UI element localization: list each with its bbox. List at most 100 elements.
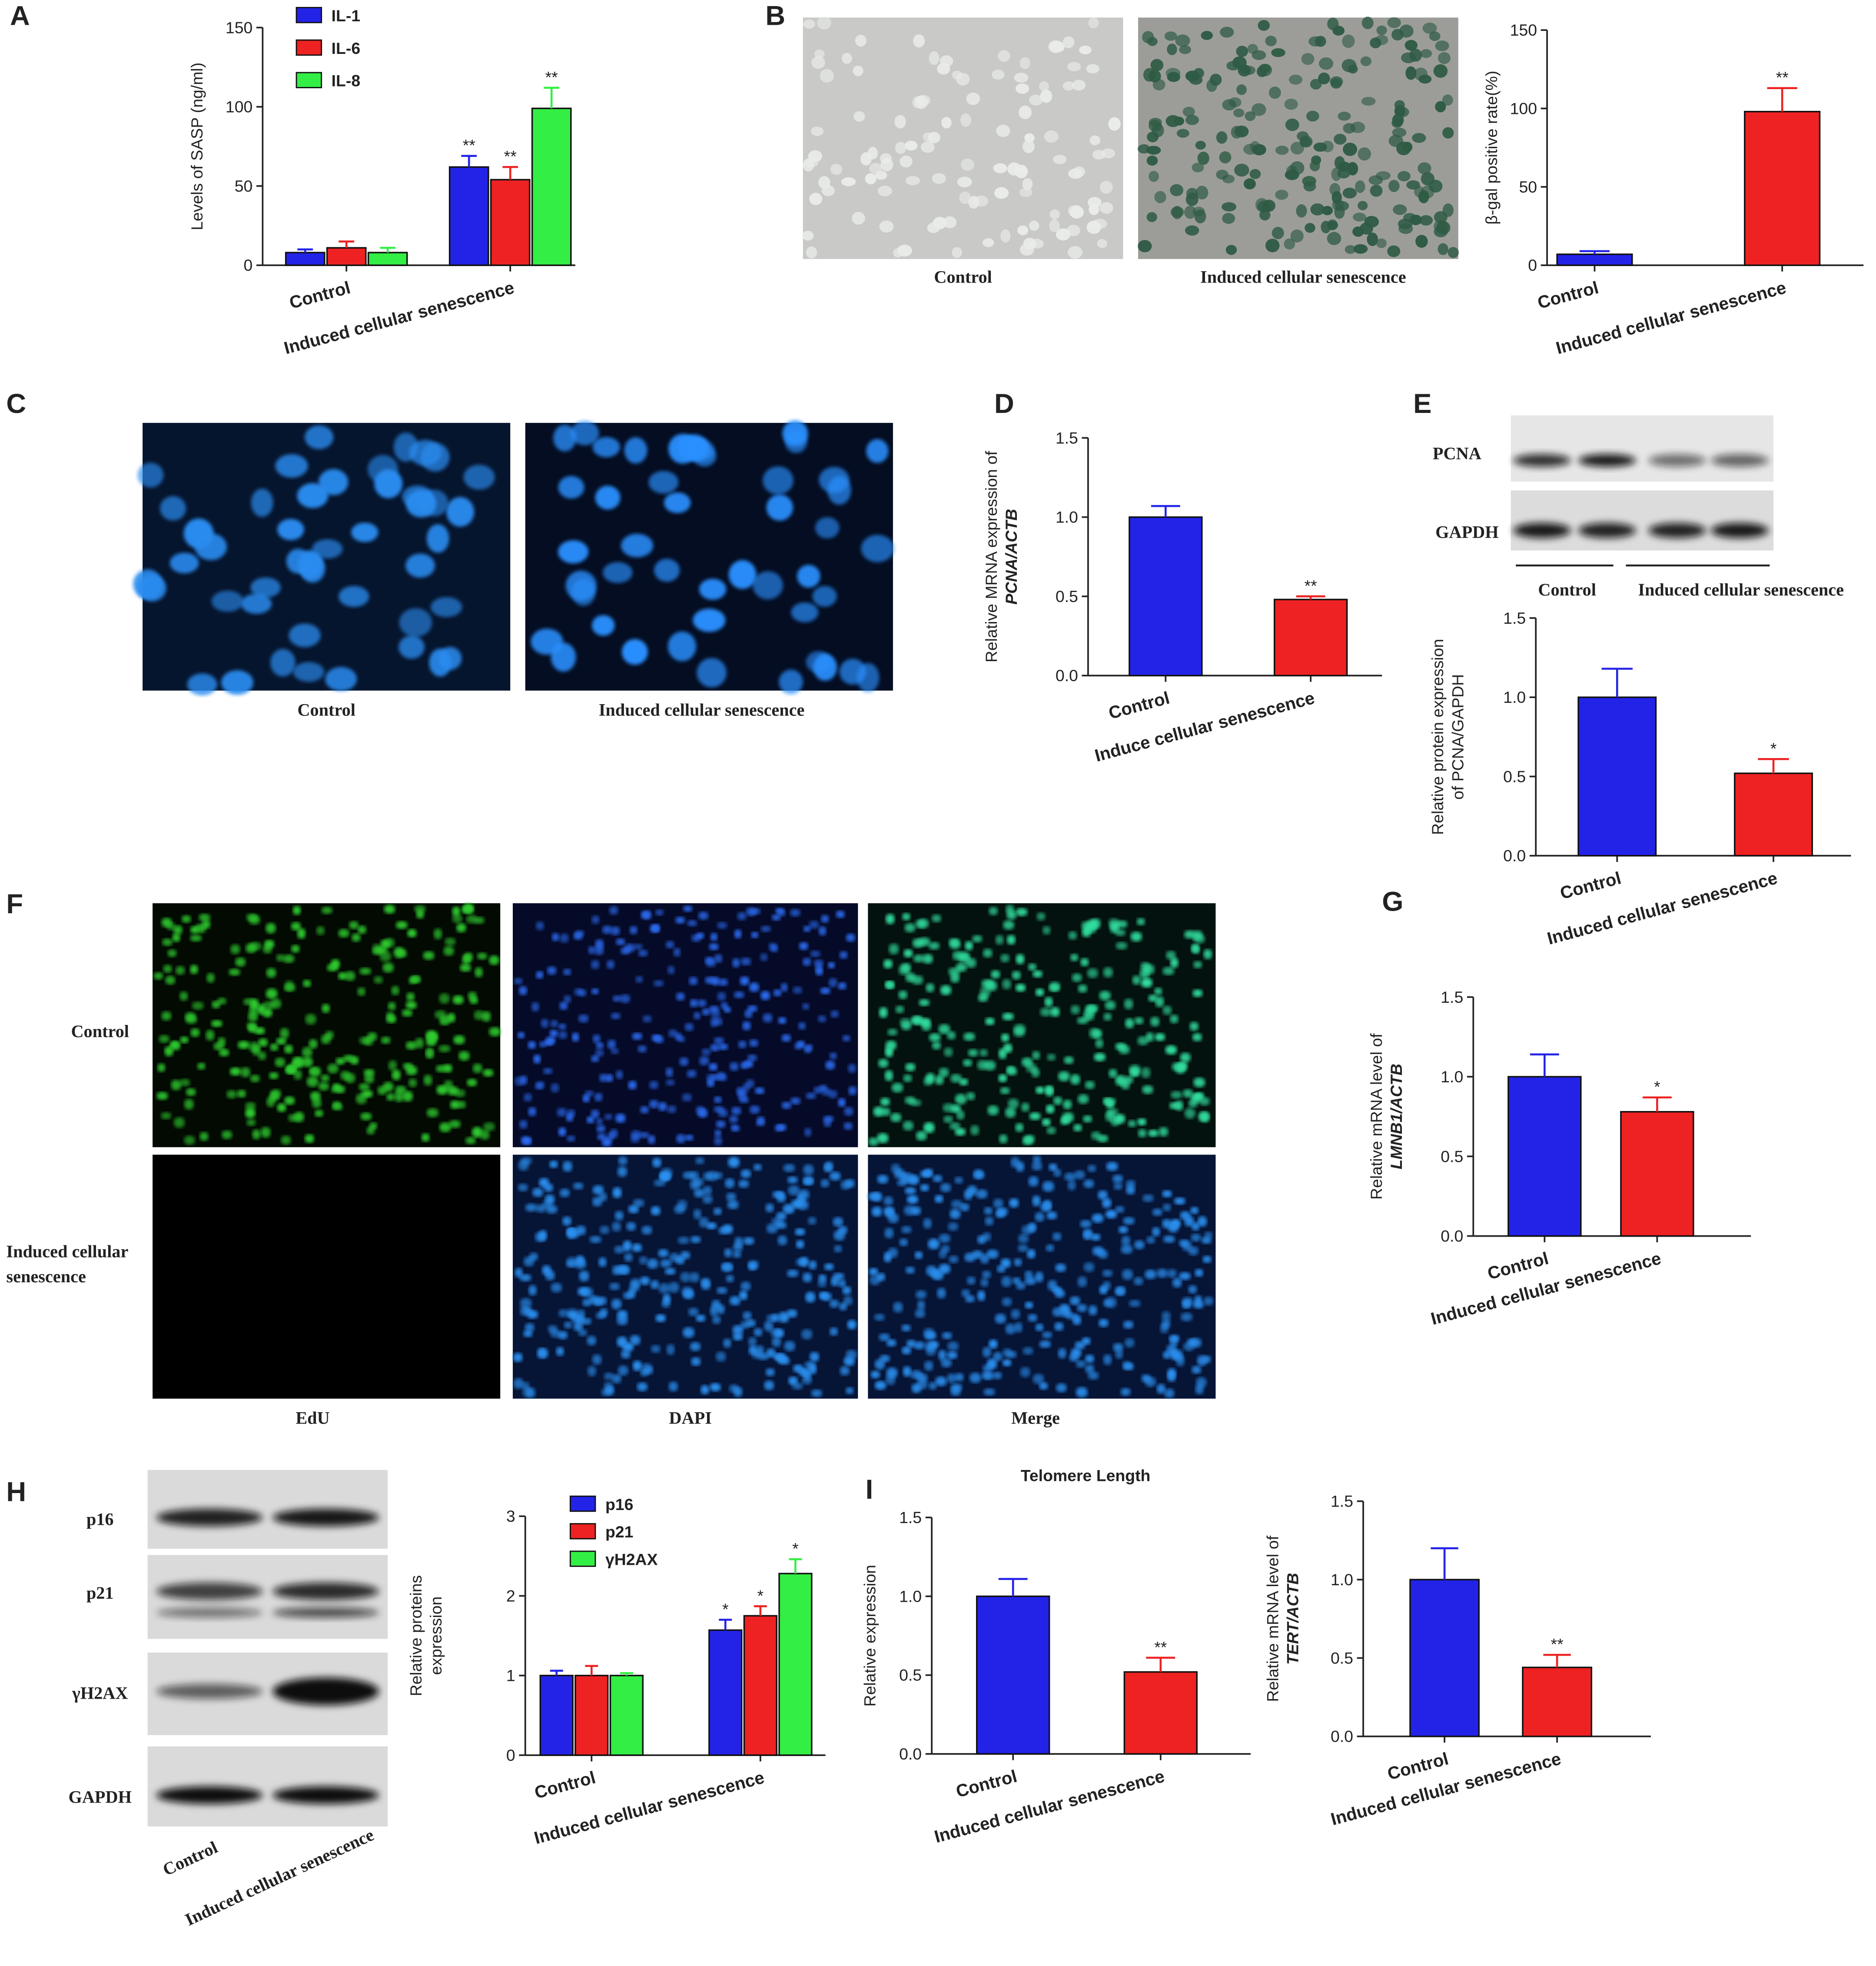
cell (1072, 973, 1082, 982)
cell (384, 905, 395, 914)
cell (1376, 238, 1387, 248)
cell (819, 467, 850, 493)
cell (1134, 1017, 1144, 1025)
cell (611, 1221, 621, 1232)
cell (1318, 72, 1330, 85)
cell (1190, 1207, 1199, 1214)
cell (955, 1094, 967, 1104)
cell (463, 465, 495, 490)
image-caption: Control (297, 700, 355, 719)
cell (649, 1081, 659, 1089)
cell (929, 1033, 941, 1042)
cell (1102, 1198, 1112, 1208)
cell (628, 1081, 637, 1090)
cell (641, 1225, 652, 1235)
cell (836, 910, 845, 918)
y-tick-label: 1.0 (1331, 1570, 1353, 1589)
cell (901, 1172, 913, 1184)
cell (566, 1228, 576, 1235)
cell (1032, 1195, 1041, 1207)
cell (1021, 1102, 1029, 1112)
cell (784, 1341, 796, 1351)
cell (1036, 1086, 1045, 1094)
cell (1039, 81, 1049, 92)
cell (733, 1333, 743, 1341)
cell (924, 1361, 933, 1371)
cell (1184, 206, 1196, 219)
error-bar (1146, 1657, 1175, 1672)
cell (195, 533, 227, 560)
cell (305, 1014, 317, 1025)
cell (899, 1238, 908, 1247)
cell (519, 1274, 531, 1282)
cell (402, 1009, 413, 1017)
cell (932, 1174, 943, 1182)
cell (1418, 190, 1429, 203)
cell (1296, 204, 1307, 218)
panel-letter: I (866, 1474, 873, 1505)
cell (229, 1067, 241, 1076)
cell (833, 1245, 842, 1253)
cell (349, 921, 359, 930)
cell (1003, 1043, 1013, 1053)
cell (890, 1113, 902, 1122)
cell (306, 1076, 319, 1087)
cell (1126, 1185, 1136, 1195)
significance: * (1770, 739, 1777, 758)
cell (322, 1004, 330, 1013)
cell (983, 1388, 995, 1396)
cell (731, 1107, 742, 1115)
cell (833, 1217, 843, 1227)
cell (1288, 74, 1303, 85)
cell (406, 490, 437, 518)
cell (801, 1329, 813, 1340)
cell (612, 995, 621, 1002)
cell (704, 957, 714, 964)
cell (1342, 34, 1355, 48)
cell (682, 1093, 692, 1102)
significance: ** (1551, 1635, 1564, 1653)
cell (664, 1267, 676, 1275)
cell (729, 1115, 738, 1123)
cell (392, 1069, 401, 1081)
cell (1358, 147, 1371, 161)
panel-letter: B (765, 1, 785, 31)
cell (766, 494, 793, 521)
cell (923, 1122, 935, 1133)
lane-label: Control (1538, 580, 1596, 599)
cell (579, 1271, 589, 1282)
cell (1092, 219, 1107, 229)
cell (186, 1088, 196, 1096)
error-bar (1642, 1096, 1672, 1112)
cell (1268, 86, 1281, 99)
cell (1099, 181, 1113, 194)
cell (199, 1132, 209, 1141)
cell (887, 1028, 898, 1036)
cell (1310, 79, 1322, 90)
cell (905, 1266, 915, 1274)
band (1513, 523, 1571, 538)
cell (1306, 110, 1319, 122)
cell (301, 1057, 313, 1067)
cell (824, 1263, 834, 1271)
cell (724, 1248, 732, 1257)
y-axis-label: of PCNA/GAPDH (1448, 674, 1467, 800)
cell (787, 1269, 799, 1277)
cell (950, 1104, 961, 1113)
cell (714, 954, 723, 963)
cell (647, 1135, 656, 1144)
cell (954, 1176, 963, 1184)
cell (357, 925, 367, 934)
cell (793, 986, 803, 994)
cell (1162, 1311, 1171, 1322)
band (272, 1508, 379, 1527)
cell (880, 1098, 890, 1106)
cell (926, 1265, 937, 1276)
legend-swatch (296, 72, 322, 89)
bar (326, 247, 367, 266)
cell (846, 933, 856, 942)
cell (633, 1199, 644, 1208)
cell (749, 1039, 759, 1047)
cell (733, 1387, 743, 1397)
